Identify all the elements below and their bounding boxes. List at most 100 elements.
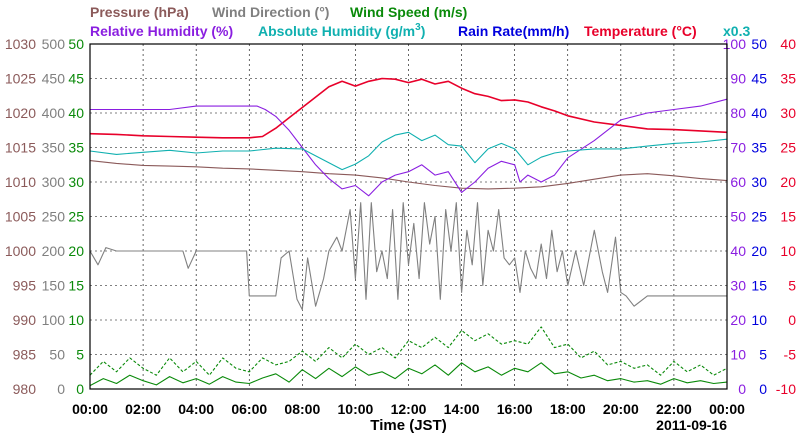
y-tick-label-wind-dir: 50	[49, 347, 65, 363]
y-tick-label-temperature: 30	[780, 105, 796, 121]
legend-absolute-humidity: Absolute Humidity (g/m3)	[258, 22, 425, 39]
legend-pressure: Pressure (hPa)	[90, 4, 189, 20]
y-tick-label-pressure: 1010	[5, 174, 36, 190]
y-tick-label-temperature: -10	[776, 381, 796, 397]
series-line-wind-speed	[89, 362, 728, 387]
y-tick-label-wind-dir: 400	[42, 105, 66, 121]
y-tick-label-rel-humidity: 0	[738, 381, 746, 397]
y-tick-label-temperature: 35	[780, 71, 796, 87]
y-tick-label-rain-rate: 25	[751, 209, 767, 225]
y-tick-label-wind-speed: 40	[68, 105, 84, 121]
y-tick-label-rel-humidity: 10	[730, 347, 746, 363]
y-tick-label-rain-rate: 5	[759, 347, 767, 363]
x-tick-label: 18:00	[550, 401, 586, 417]
series-line-pressure	[89, 160, 728, 190]
y-tick-label-wind-dir: 500	[42, 36, 66, 52]
x-tick-label: 02:00	[125, 401, 161, 417]
x-tick-label: 22:00	[656, 401, 692, 417]
y-tick-label-wind-speed: 15	[68, 278, 84, 294]
y-tick-label-wind-speed: 45	[68, 71, 84, 87]
y-tick-label-rel-humidity: 60	[730, 174, 746, 190]
y-tick-label-rel-humidity: 20	[730, 312, 746, 328]
y-tick-label-temperature: 40	[780, 36, 796, 52]
y-tick-label-wind-dir: 100	[42, 312, 66, 328]
y-tick-label-wind-dir: 450	[42, 71, 66, 87]
y-tick-label-rel-humidity: 30	[730, 278, 746, 294]
y-tick-label-wind-speed: 35	[68, 140, 84, 156]
legend: Pressure (hPa) Wind Direction (°) Wind S…	[90, 4, 750, 39]
y-tick-label-wind-speed: 30	[68, 174, 84, 190]
y-tick-label-rain-rate: 10	[751, 312, 767, 328]
y-tick-label-wind-speed: 25	[68, 209, 84, 225]
y-tick-label-rel-humidity: 90	[730, 71, 746, 87]
y-tick-label-wind-dir: 0	[57, 381, 65, 397]
y-tick-label-rain-rate: 30	[751, 174, 767, 190]
y-tick-label-temperature: 10	[780, 243, 796, 259]
series	[89, 77, 728, 387]
y-tick-label-pressure: 1015	[5, 140, 36, 156]
x-tick-label: 10:00	[338, 401, 374, 417]
x-tick-label: 16:00	[497, 401, 533, 417]
legend-temperature: Temperature (°C)	[584, 23, 697, 39]
x-tick-label: 12:00	[391, 401, 427, 417]
series-line-abs-humidity	[89, 131, 728, 171]
y-tick-label-rain-rate: 35	[751, 140, 767, 156]
y-tick-label-pressure: 995	[13, 278, 37, 294]
x-tick-label: 04:00	[178, 401, 214, 417]
grid	[90, 44, 727, 389]
axis-labels: 00:00 02:00 04:00 06:00 08:00 10:00 12:00 14:00…	[5, 36, 796, 417]
y-tick-label-pressure: 1005	[5, 209, 36, 225]
x-tick-label: 08:00	[284, 401, 320, 417]
y-tick-label-pressure: 1030	[5, 36, 36, 52]
y-tick-label-pressure: 980	[13, 381, 37, 397]
y-tick-label-rain-rate: 45	[751, 71, 767, 87]
y-tick-label-temperature: 0	[788, 312, 796, 328]
y-tick-label-rel-humidity: 40	[730, 243, 746, 259]
y-tick-label-wind-dir: 200	[42, 243, 66, 259]
y-tick-label-pressure: 990	[13, 312, 37, 328]
series-line-temperature	[89, 77, 728, 139]
y-tick-label-wind-speed: 10	[68, 312, 84, 328]
y-tick-label-temperature: 25	[780, 140, 796, 156]
y-tick-label-rain-rate: 15	[751, 278, 767, 294]
x-tick-label: 00:00	[709, 401, 745, 417]
y-tick-label-pressure: 1000	[5, 243, 36, 259]
legend-wind-speed: Wind Speed (m/s)	[350, 4, 467, 20]
series-line-wind-dir	[89, 202, 727, 311]
y-tick-label-wind-dir: 250	[42, 209, 66, 225]
y-tick-label-wind-speed: 0	[76, 381, 84, 397]
date-label: 2011-09-16	[656, 417, 727, 433]
y-tick-label-temperature: 5	[788, 278, 796, 294]
x-tick-label: 20:00	[603, 401, 639, 417]
y-tick-label-temperature: 15	[780, 209, 796, 225]
y-tick-label-rel-humidity: 70	[730, 140, 746, 156]
y-tick-label-rel-humidity: 50	[730, 209, 746, 225]
x-tick-label: 06:00	[231, 401, 267, 417]
plot-frame	[89, 43, 728, 390]
y-tick-label-rel-humidity: 80	[730, 105, 746, 121]
x-tick-label: 14:00	[444, 401, 480, 417]
y-tick-label-rain-rate: 50	[751, 36, 767, 52]
y-tick-label-wind-speed: 50	[68, 36, 84, 52]
y-tick-label-rain-rate: 0	[759, 381, 767, 397]
series-line-rel-humidity	[90, 98, 728, 197]
y-tick-label-wind-dir: 300	[42, 174, 66, 190]
x-tick-label: 00:00	[72, 401, 108, 417]
y-tick-label-wind-speed: 20	[68, 243, 84, 259]
y-tick-label-temperature: -5	[784, 347, 797, 363]
x-axis-label: Time (JST)	[370, 417, 446, 434]
legend-rain-rate: Rain Rate(mm/h)	[458, 23, 569, 39]
y-tick-label-wind-speed: 5	[76, 347, 84, 363]
series-line-wind-speed-gust	[89, 326, 728, 376]
y-tick-label-wind-dir: 350	[42, 140, 66, 156]
y-tick-label-wind-dir: 150	[42, 278, 66, 294]
abs-humidity-scale-note: x0.3	[723, 23, 750, 39]
y-tick-label-pressure: 1025	[5, 71, 36, 87]
legend-wind-direction: Wind Direction (°)	[212, 4, 329, 20]
y-tick-label-pressure: 1020	[5, 105, 36, 121]
y-tick-label-rain-rate: 20	[751, 243, 767, 259]
y-tick-label-rel-humidity: 100	[723, 36, 747, 52]
y-tick-label-pressure: 985	[13, 347, 37, 363]
y-tick-label-temperature: 20	[780, 174, 796, 190]
